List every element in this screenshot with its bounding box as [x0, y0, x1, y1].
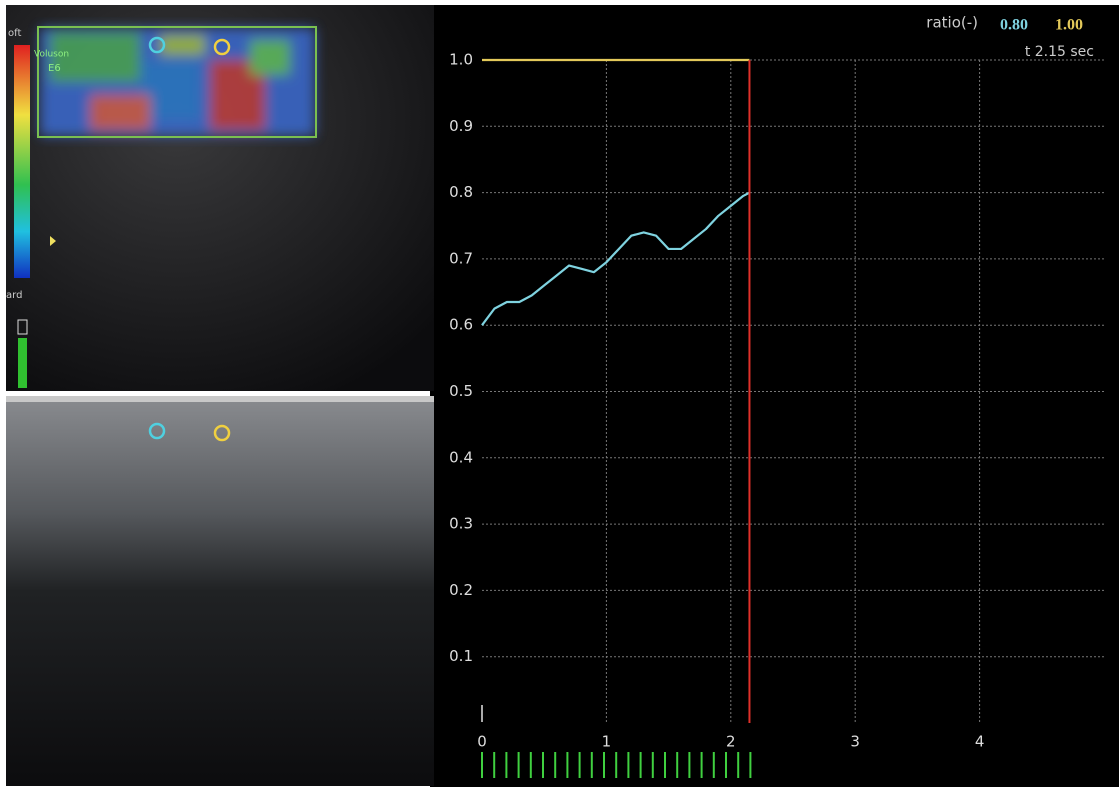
y-tick-label: 0.2: [449, 581, 473, 599]
skin-line: [6, 396, 434, 402]
chart-panel: [430, 5, 1119, 787]
time-label: t 2.15 sec: [1025, 44, 1094, 60]
y-tick-label: 0.3: [449, 515, 473, 533]
y-tick-label: 0.1: [449, 647, 473, 665]
y-tick-label: 0.8: [449, 183, 473, 201]
x-tick-label: 1: [602, 733, 612, 751]
screen: oft ard Voluson E6 ratio(-) 0.80 1.00 t …: [0, 0, 1119, 794]
x-tick-label: 2: [726, 733, 736, 751]
bmode-image: [6, 396, 434, 786]
y-tick-label: 1.0: [449, 51, 473, 69]
soft-label: oft: [8, 28, 21, 39]
y-tick-label: 0.9: [449, 117, 473, 135]
y-tick-label: 0.5: [449, 382, 473, 400]
x-tick-label: 0: [477, 733, 487, 751]
readout-value: 0.80: [1000, 17, 1028, 34]
readout-value: 1.00: [1055, 17, 1083, 34]
y-tick-label: 0.4: [449, 448, 473, 466]
color-bar: [14, 45, 30, 278]
level-bar: [18, 338, 27, 388]
readout-label: ratio(-): [926, 14, 978, 32]
strain-map: [40, 28, 315, 136]
model-label: E6: [48, 63, 61, 74]
page: oft ard Voluson E6 ratio(-) 0.80 1.00 t …: [0, 0, 1119, 794]
hard-label: ard: [6, 290, 22, 301]
x-tick-label: 3: [850, 733, 860, 751]
x-tick-label: 4: [975, 733, 985, 751]
y-tick-label: 0.7: [449, 249, 473, 267]
probe-label: Voluson: [34, 50, 69, 60]
y-tick-label: 0.6: [449, 316, 473, 334]
